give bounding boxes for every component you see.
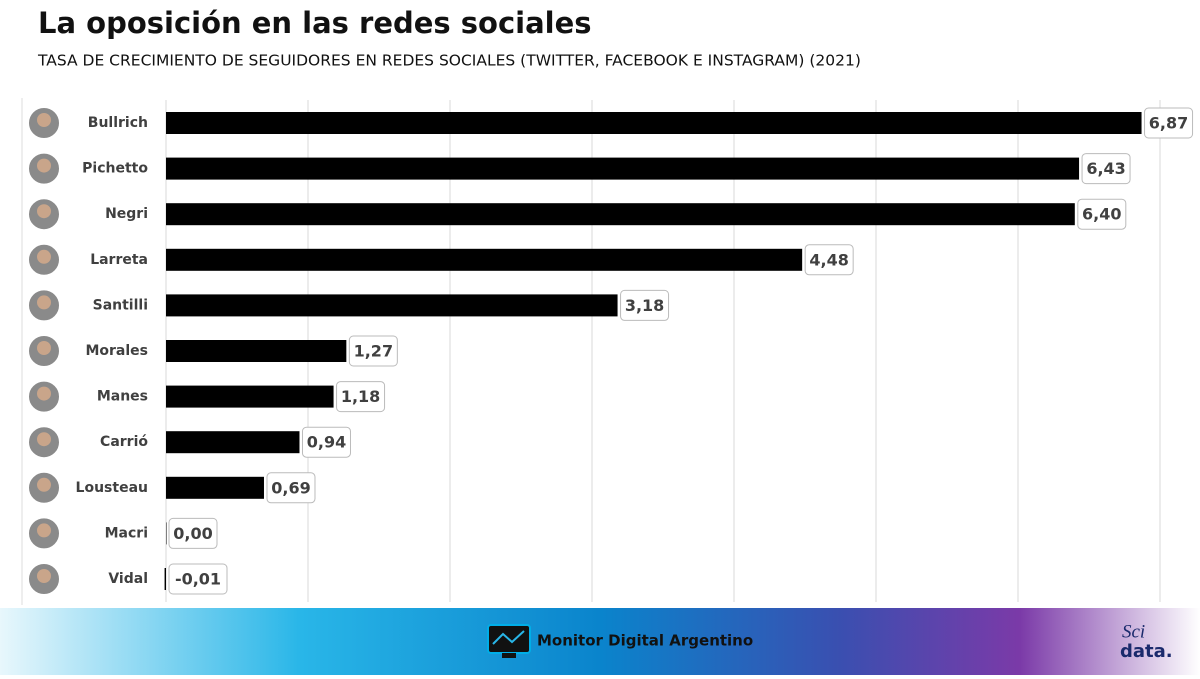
value-label: 1,18 [341,387,380,406]
bar [166,385,334,408]
avatar-face [37,477,51,492]
chart-subtitle: TASA DE CRECIMIENTO DE SEGUIDORES EN RED… [37,52,861,70]
value-label: 0,00 [173,524,212,543]
avatar-face [37,249,51,264]
avatar-face [37,523,51,538]
value-label: 0,94 [307,433,346,452]
y-tick-label: Lousteau [76,480,148,496]
bar [164,568,166,590]
value-label-box [168,563,228,595]
value-label: -0,01 [175,570,221,589]
y-tick-label: Bullrich [88,115,148,131]
value-label-box [1144,107,1194,139]
footer-brand: Monitor Digital Argentino [537,632,753,650]
y-tick-label: Macri [105,525,148,541]
chart-title: La oposición en las redes sociales [38,6,592,40]
logo-top: Sci [1122,621,1145,642]
value-label: 6,87 [1149,114,1188,133]
bar [166,476,264,499]
avatar-face [37,432,51,447]
avatar-face [37,386,51,401]
monitor-stand [502,653,516,658]
avatar-face [37,569,51,583]
y-tick-label: Vidal [108,571,148,587]
value-label-box [348,335,398,367]
avatar-face [37,113,51,127]
bar [166,522,167,545]
bar [166,157,1080,180]
y-tick-label: Larreta [90,252,148,268]
y-tick-label: Negri [105,206,148,222]
bar [166,431,300,454]
value-label: 0,69 [271,478,310,497]
bar [166,294,618,317]
value-label-box [301,426,351,458]
footer-band [0,608,1200,675]
bar [166,248,803,271]
monitor-icon-line [492,630,525,645]
avatar-face [37,204,51,219]
y-tick-label: Pichetto [82,161,148,177]
value-label: 4,48 [809,250,848,269]
value-label-box [168,517,218,549]
value-label: 1,27 [354,342,393,361]
value-label-box [336,381,386,413]
value-label: 6,43 [1086,159,1125,178]
value-label-box [620,289,670,321]
value-label-box [1077,198,1127,230]
bar [166,203,1075,226]
value-label-box [804,244,854,276]
value-label: 6,40 [1082,205,1121,224]
y-tick-label: Morales [85,343,148,359]
value-label: 3,18 [625,296,664,315]
value-label-box [1081,153,1131,185]
y-tick-label: Carrió [100,434,148,450]
avatar-face [37,158,51,173]
value-label-box [266,472,316,504]
logo-bottom: data. [1120,641,1173,662]
y-tick-label: Manes [97,389,148,405]
y-tick-label: Santilli [93,297,148,313]
bar [166,340,347,362]
avatar-face [37,295,51,310]
avatar-face [37,341,51,355]
bar [166,112,1142,134]
